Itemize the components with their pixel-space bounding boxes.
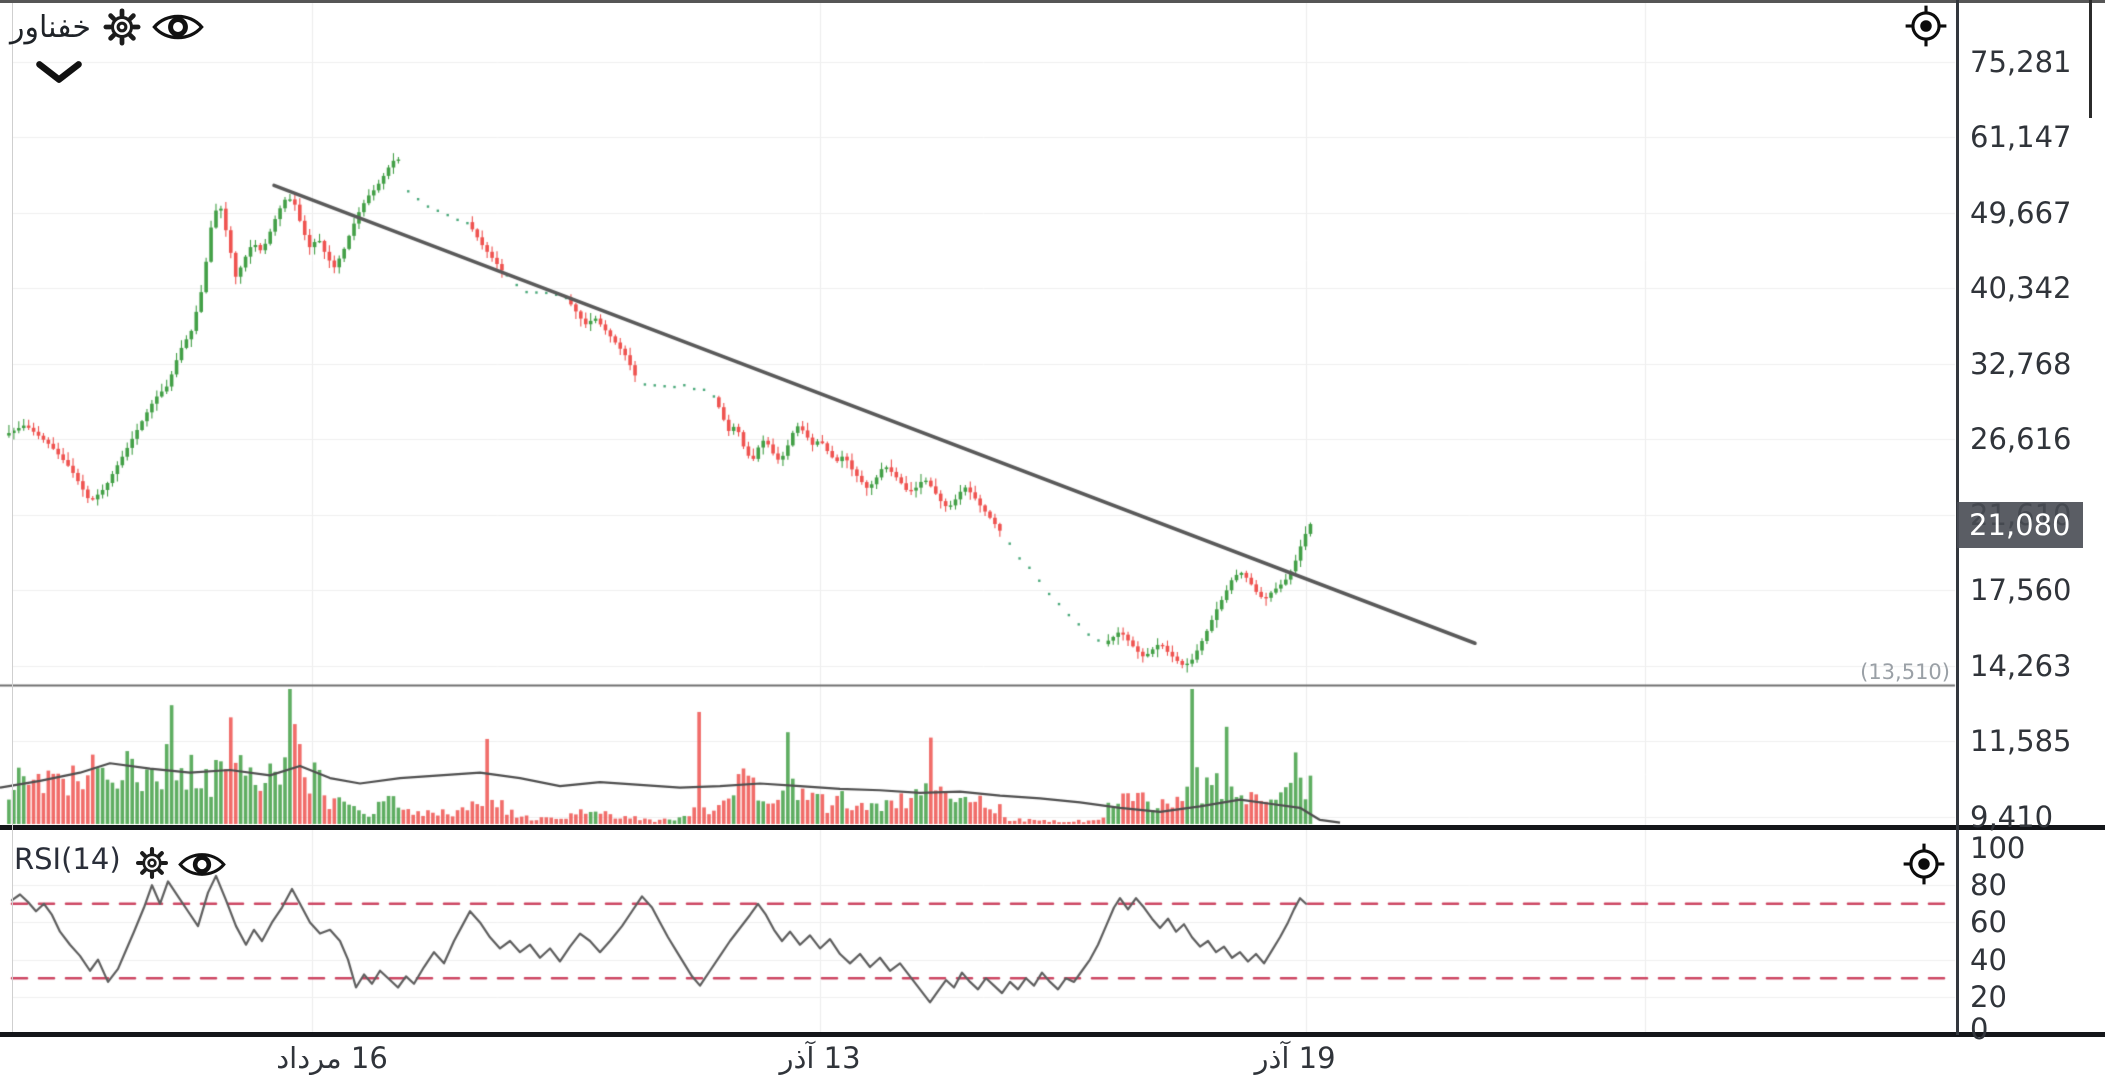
price-axis-label: 14,263 — [1970, 648, 2072, 683]
top-border — [0, 0, 2105, 3]
price-axis-label: 11,585 — [1970, 724, 2072, 759]
chevron-down-icon[interactable] — [34, 58, 84, 86]
eye-icon[interactable] — [152, 9, 204, 45]
price-axis-label: 26,616 — [1970, 422, 2072, 457]
rsi-axis-label: 20 — [1970, 979, 2007, 1014]
crosshair-target-icon[interactable] — [1903, 3, 1949, 49]
time-axis-label: 19 آذر — [1254, 1041, 1336, 1075]
rsi-axis-label: 40 — [1970, 942, 2007, 977]
rsi-crosshair-target-icon[interactable] — [1901, 841, 1947, 887]
rsi-axis-label: 60 — [1970, 905, 2007, 940]
price-axis-label: 9,410 — [1970, 799, 2054, 834]
gear-icon[interactable] — [100, 5, 144, 49]
price-axis-label: 40,342 — [1970, 271, 2072, 306]
plot-left-edge — [12, 3, 13, 1032]
rsi-axis-label: 100 — [1970, 831, 2026, 865]
rsi-gear-icon[interactable] — [133, 844, 171, 882]
price-axis-label: 32,768 — [1970, 346, 2072, 381]
horizontal-level-label: (13,510) — [1860, 660, 1950, 684]
pane-separator[interactable] — [0, 825, 2105, 830]
rsi-axis-label: 80 — [1970, 868, 2007, 903]
scrollbar-thumb[interactable] — [2089, 0, 2092, 118]
time-axis-border — [0, 1032, 2105, 1037]
time-axis-label: 16 مرداد — [276, 1041, 388, 1075]
time-axis-label: 13 آذر — [779, 1041, 861, 1075]
rsi-eye-icon[interactable] — [178, 848, 226, 881]
symbol-title[interactable]: خفناور — [10, 10, 91, 45]
rsi-label[interactable]: RSI(14) — [14, 842, 121, 876]
price-axis-label: 49,667 — [1970, 195, 2072, 230]
last-price-badge: 21,080 — [1957, 502, 2083, 548]
rsi-axis-label: 0 — [1970, 1012, 1989, 1046]
price-axis-label: 75,281 — [1970, 45, 2072, 79]
price-axis-label: 61,147 — [1970, 120, 2072, 155]
price-axis-label: 17,560 — [1970, 573, 2072, 608]
